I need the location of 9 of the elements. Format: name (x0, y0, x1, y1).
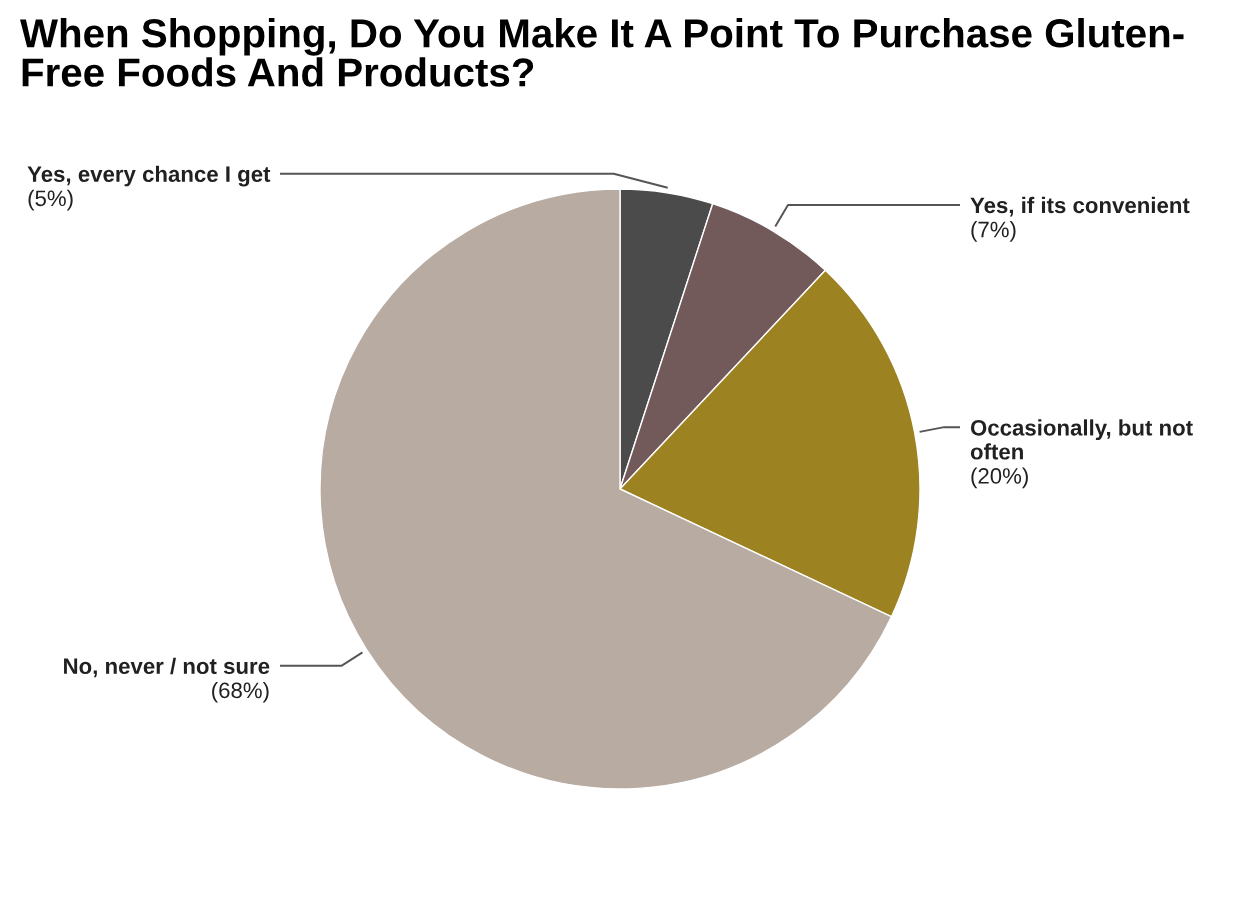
slice-label: No, never / not sure (64, 657, 270, 678)
data-label: (20%) (971, 467, 1028, 489)
slice-label: Occasionally, but not often (970, 419, 1193, 460)
slice-label: Yes, every chance I get (27, 165, 271, 187)
chart-title: When Shopping, Do You Make It A Point To Purchase Gluten-Free Foods And Products? (20, 18, 1184, 87)
data-label: (7%) (971, 221, 1016, 242)
data-label: (5%) (28, 189, 73, 211)
data-label: (68%) (212, 681, 269, 703)
slice-label: Yes, if its convenient (970, 196, 1190, 217)
